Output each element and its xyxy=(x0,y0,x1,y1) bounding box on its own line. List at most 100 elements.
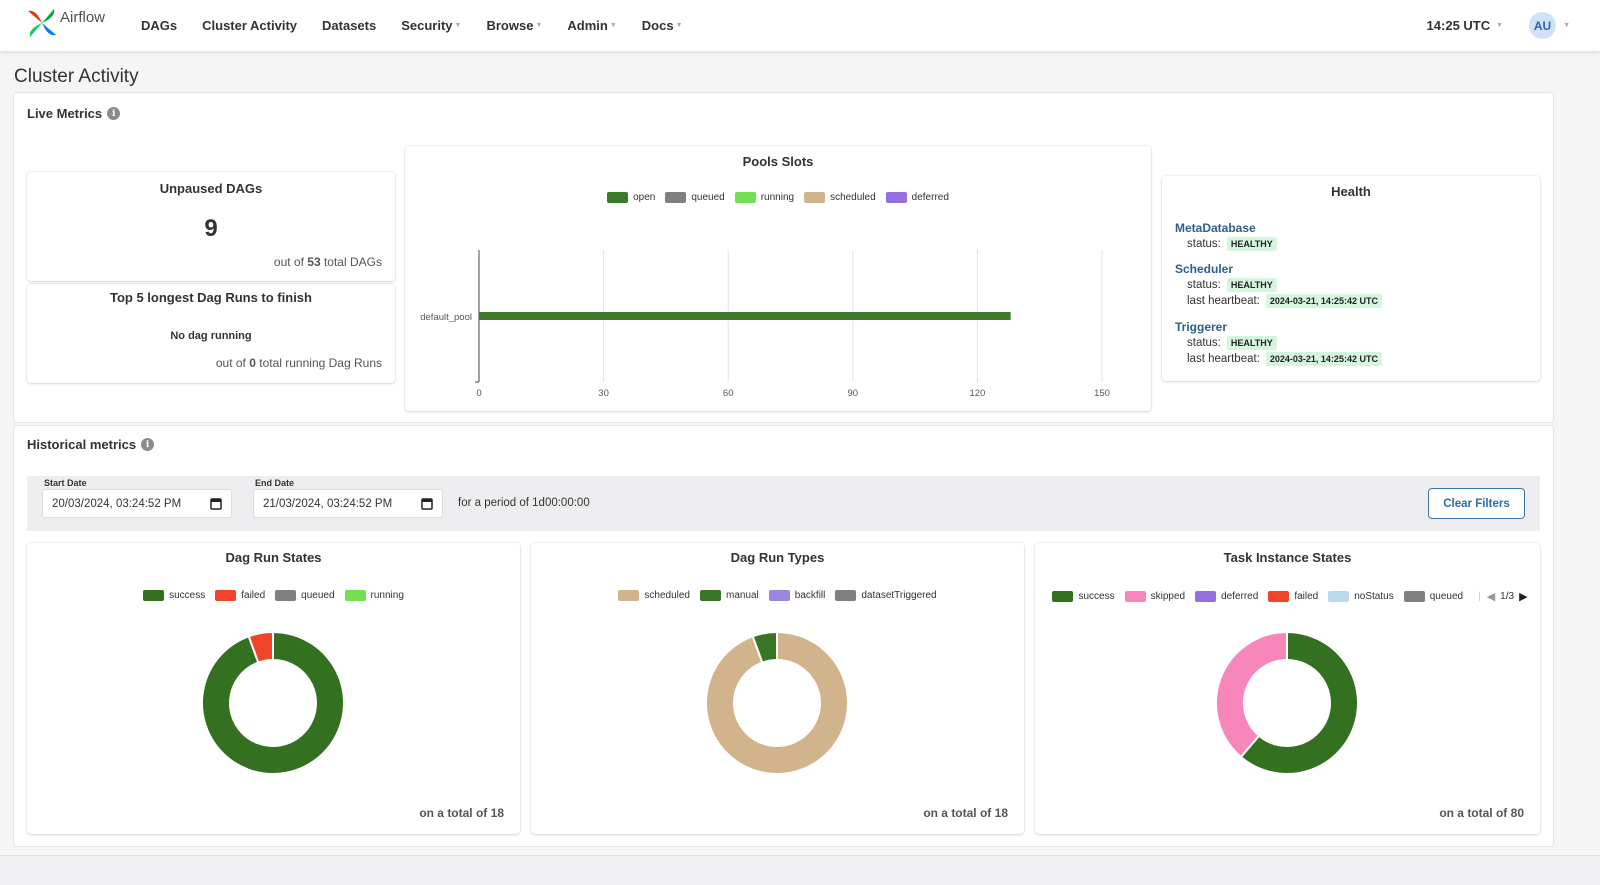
slice-manual[interactable] xyxy=(751,630,778,664)
dag-run-types-title: Dag Run Types xyxy=(730,550,825,565)
calendar-icon[interactable] xyxy=(421,497,433,510)
chevron-down-icon: ▼ xyxy=(1496,22,1504,29)
slice-success[interactable] xyxy=(1239,630,1359,775)
end-date-label: End Date xyxy=(255,478,295,488)
legend-item-manual[interactable]: manual xyxy=(699,590,759,601)
dag-run-states-total: on a total of 18 xyxy=(419,806,504,820)
dag-run-types-legend: scheduled manual backfill datasetTriggered xyxy=(531,590,1024,601)
legend-swatch xyxy=(215,590,237,601)
historical-metrics-heading: Historical metrics i xyxy=(27,437,155,452)
heartbeat-label: last heartbeat: xyxy=(1187,353,1260,365)
nav-item-docs[interactable]: Docs ▼ xyxy=(642,18,683,33)
slice-skipped[interactable] xyxy=(1215,630,1288,759)
legend-item-success[interactable]: success xyxy=(143,590,205,601)
slice-scheduled[interactable] xyxy=(705,630,849,775)
legend-item-running[interactable]: running xyxy=(344,590,404,601)
legend-item-deferred[interactable]: deferred xyxy=(1195,591,1258,602)
legend-item-queued[interactable]: queued xyxy=(275,590,335,601)
legend-label: deferred xyxy=(1221,591,1259,602)
legend-swatch xyxy=(143,590,165,601)
clear-filters-button[interactable]: Clear Filters xyxy=(1428,488,1525,519)
heartbeat-label: last heartbeat: xyxy=(1187,295,1260,307)
x-tick-label: 30 xyxy=(598,388,609,399)
legend-item-skipped[interactable]: skipped xyxy=(1124,591,1185,602)
heartbeat-badge: 2024-03-21, 14:25:42 UTC xyxy=(1265,294,1382,308)
pools-slots-legend: open queued running scheduled deferred xyxy=(405,192,1151,203)
triggerer-status: status: HEALTHY xyxy=(1187,336,1277,350)
legend-item-queued[interactable]: queued xyxy=(665,192,725,203)
caret-right-icon[interactable]: ▶ xyxy=(1519,591,1528,603)
user-menu[interactable]: AU ▼ xyxy=(1503,12,1570,39)
nav-item-dags[interactable]: DAGs xyxy=(141,18,177,33)
legend-label: noStatus xyxy=(1354,591,1394,602)
legend-swatch xyxy=(618,590,640,601)
legend-swatch xyxy=(1195,591,1217,602)
nav-item-browse[interactable]: Browse ▼ xyxy=(486,18,542,33)
metadatabase-status: status: HEALTHY xyxy=(1187,237,1277,251)
clock-dropdown[interactable]: 14:25 UTC ▼ xyxy=(1427,18,1504,33)
total-running-value: 0 xyxy=(249,356,256,370)
metadatabase-name: MetaDatabase xyxy=(1175,221,1256,235)
slice-success[interactable] xyxy=(201,630,345,775)
chevron-down-icon: ▼ xyxy=(1563,22,1570,29)
health-title: Health xyxy=(1331,184,1371,199)
legend-label: queued xyxy=(1429,591,1464,602)
task-instance-states-total: on a total of 80 xyxy=(1439,806,1524,820)
legend-swatch xyxy=(804,192,826,203)
calendar-icon[interactable] xyxy=(210,497,222,510)
heartbeat-badge: 2024-03-21, 14:25:42 UTC xyxy=(1265,352,1382,366)
running-dag-runs-total: out of 0 total running Dag Runs xyxy=(216,356,382,370)
legend-swatch xyxy=(275,590,297,601)
clock-label: 14:25 UTC xyxy=(1426,18,1491,33)
nav-item-datasets[interactable]: Datasets xyxy=(322,18,376,33)
caret-left-icon[interactable]: ◀ xyxy=(1486,591,1496,603)
legend-item-deferred[interactable]: deferred xyxy=(885,192,949,203)
legend-item-queued[interactable]: queued xyxy=(1403,591,1464,602)
chevron-down-icon: ▼ xyxy=(454,22,462,29)
start-date-input[interactable]: 20/03/2024, 03:24:52 PM xyxy=(42,489,232,518)
legend-swatch xyxy=(607,192,629,203)
nav-item-label: Browse xyxy=(486,18,534,33)
dag-run-states-title: Dag Run States xyxy=(225,550,322,565)
legend-swatch xyxy=(835,590,857,601)
info-icon[interactable]: i xyxy=(141,438,155,451)
nav-item-label: DAGs xyxy=(141,18,178,33)
legend-item-datasetTriggered[interactable]: datasetTriggered xyxy=(835,590,937,601)
nav-item-cluster-activity[interactable]: Cluster Activity xyxy=(202,18,297,33)
bar-open[interactable] xyxy=(479,312,1011,320)
nav-item-admin[interactable]: Admin ▼ xyxy=(567,18,616,33)
info-icon[interactable]: i xyxy=(107,107,121,120)
total-prefix: out of xyxy=(273,255,304,269)
legend-item-open[interactable]: open xyxy=(607,192,655,203)
legend-item-scheduled[interactable]: scheduled xyxy=(804,192,876,203)
status-badge: HEALTHY xyxy=(1226,237,1277,251)
legend-item-running[interactable]: running xyxy=(734,192,794,203)
legend-item-backfill[interactable]: backfill xyxy=(768,590,825,601)
legend-swatch xyxy=(1052,591,1074,602)
end-date-value: 21/03/2024, 03:24:52 PM xyxy=(263,497,393,510)
legend-label: success xyxy=(169,590,206,601)
legend-swatch xyxy=(699,590,721,601)
legend-item-failed[interactable]: failed xyxy=(1268,591,1318,602)
unpaused-dags-total: out of 53 total DAGs xyxy=(274,255,382,269)
legend-label: open xyxy=(633,192,656,203)
legend-item-success[interactable]: success xyxy=(1052,591,1115,602)
legend-label: queued xyxy=(691,192,725,203)
legend-swatch xyxy=(1403,591,1425,602)
legend-item-noStatus[interactable]: noStatus xyxy=(1328,591,1394,602)
dag-run-types-total: on a total of 18 xyxy=(923,806,1008,820)
legend-label: running xyxy=(370,590,404,601)
brand-logo-link[interactable]: Airflow xyxy=(26,7,105,39)
legend-swatch xyxy=(665,192,687,203)
legend-label: success xyxy=(1078,591,1115,602)
end-date-input[interactable]: 21/03/2024, 03:24:52 PM xyxy=(253,489,443,518)
brand-name: Airflow xyxy=(60,8,106,26)
slice-failed[interactable] xyxy=(247,630,274,664)
legend-item-failed[interactable]: failed xyxy=(215,590,265,601)
category-label: default_pool xyxy=(420,312,472,323)
scheduler-heartbeat: last heartbeat: 2024-03-21, 14:25:42 UTC xyxy=(1187,294,1382,308)
nav-item-security[interactable]: Security ▼ xyxy=(401,18,461,33)
legend-swatch xyxy=(734,192,756,203)
legend-item-scheduled[interactable]: scheduled xyxy=(618,590,690,601)
legend-swatch xyxy=(344,590,366,601)
